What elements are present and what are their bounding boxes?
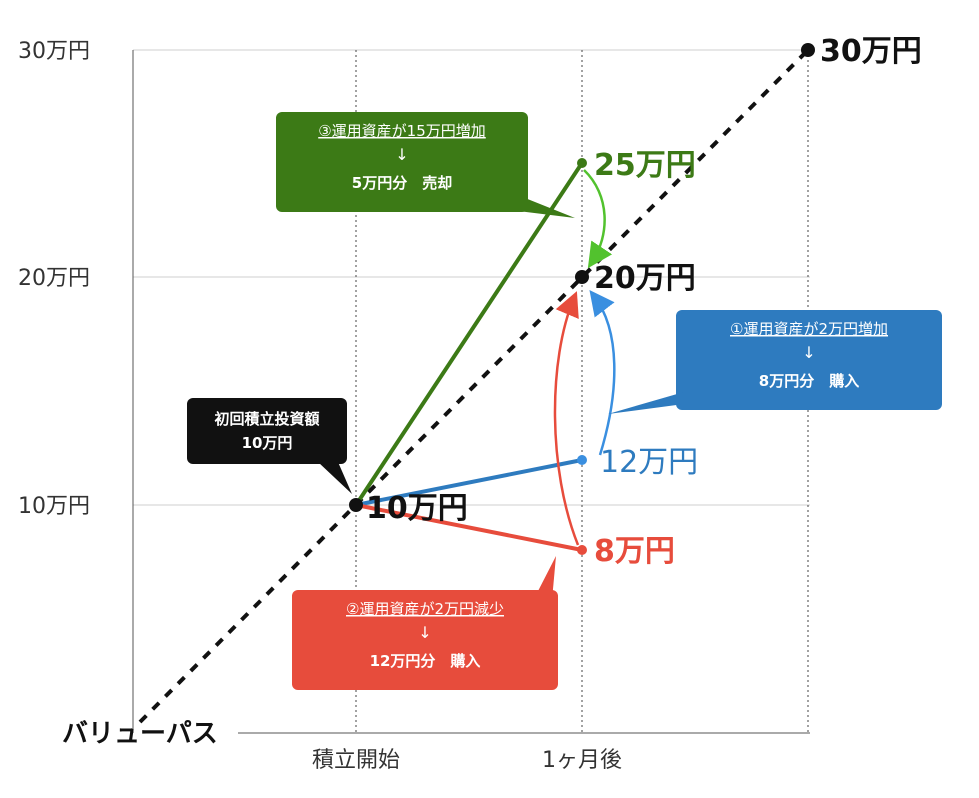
green-line	[354, 161, 584, 507]
point-30	[801, 43, 815, 57]
label-25: 25万円	[594, 148, 696, 183]
red-curve-arrow	[553, 291, 580, 546]
blue-line	[355, 458, 583, 507]
point-25	[577, 158, 587, 168]
label-10: 10万円	[366, 491, 468, 526]
blue-curve-arrow	[589, 290, 616, 456]
value-path-line	[138, 48, 810, 724]
green-callout: ③運用資産が15万円増加 ↓ 5万円分 売却	[276, 112, 575, 218]
label-20: 20万円	[594, 261, 696, 296]
ytick-10: 10万円	[18, 494, 90, 519]
label-30: 30万円	[820, 34, 922, 69]
point-20	[575, 270, 589, 284]
blue-callout-action: 8万円分 購入	[759, 372, 859, 390]
ytick-30: 30万円	[18, 39, 90, 64]
initial-callout: 初回積立投資額 10万円	[187, 398, 352, 494]
red-callout-title: ②運用資産が2万円減少	[346, 600, 504, 618]
red-callout-arrow: ↓	[418, 623, 431, 642]
red-callout: ②運用資産が2万円減少 ↓ 12万円分 購入	[292, 556, 558, 690]
green-callout-title: ③運用資産が15万円増加	[318, 122, 486, 140]
green-curve-arrow	[583, 169, 613, 269]
blue-callout: ①運用資産が2万円増加 ↓ 8万円分 購入	[608, 310, 942, 414]
red-callout-action: 12万円分 購入	[370, 652, 481, 670]
ytick-20: 20万円	[18, 266, 90, 291]
initial-callout-line2: 10万円	[242, 434, 293, 452]
blue-callout-arrow: ↓	[802, 343, 815, 362]
value-path-axis-label: バリューパス	[62, 719, 218, 749]
point-8	[577, 545, 587, 555]
red-line	[355, 503, 583, 552]
point-12	[577, 455, 587, 465]
label-8: 8万円	[594, 534, 675, 569]
point-10	[349, 498, 363, 512]
green-callout-action: 5万円分 売却	[352, 174, 452, 192]
xtick-start: 積立開始	[312, 748, 400, 773]
initial-callout-line1: 初回積立投資額	[214, 410, 319, 428]
label-12: 12万円	[600, 445, 698, 480]
blue-callout-title: ①運用資産が2万円増加	[730, 320, 888, 338]
xtick-1month: 1ヶ月後	[542, 748, 622, 773]
green-callout-arrow: ↓	[395, 145, 408, 164]
